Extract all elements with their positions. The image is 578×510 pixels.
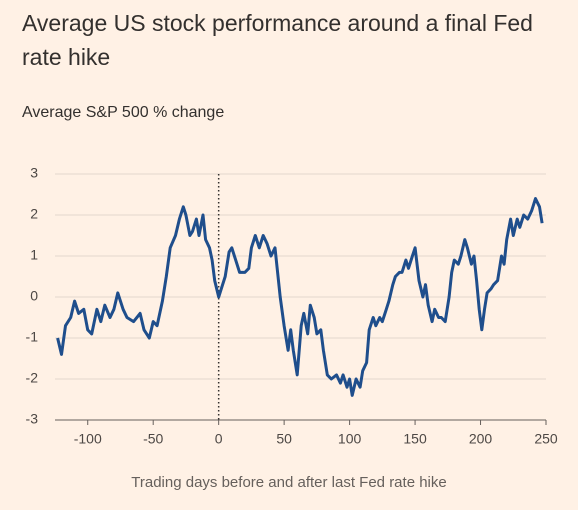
x-tick-label: 250 [534, 431, 558, 447]
chart-subtitle: Average S&P 500 % change [22, 104, 225, 121]
y-tick-label: -2 [26, 370, 39, 386]
x-tick-label: -100 [74, 431, 102, 447]
data-line [56, 197, 544, 397]
x-tick-label: -50 [143, 431, 163, 447]
y-tick-label: -1 [26, 329, 39, 345]
y-tick-label: 1 [30, 247, 38, 263]
x-tick-label: 50 [276, 431, 292, 447]
x-tick-label: 0 [215, 431, 223, 447]
y-tick-label: -3 [26, 411, 39, 427]
x-tick-label: 150 [403, 431, 427, 447]
x-tick-label: 200 [469, 431, 493, 447]
x-tick-label: 100 [338, 431, 362, 447]
y-tick-label: 3 [30, 165, 38, 181]
chart-title: Average US stock performance around a fi… [22, 10, 533, 70]
y-tick-label: 2 [30, 206, 38, 222]
x-axis-label: Trading days before and after last Fed r… [131, 474, 447, 491]
y-tick-label: 0 [30, 288, 38, 304]
